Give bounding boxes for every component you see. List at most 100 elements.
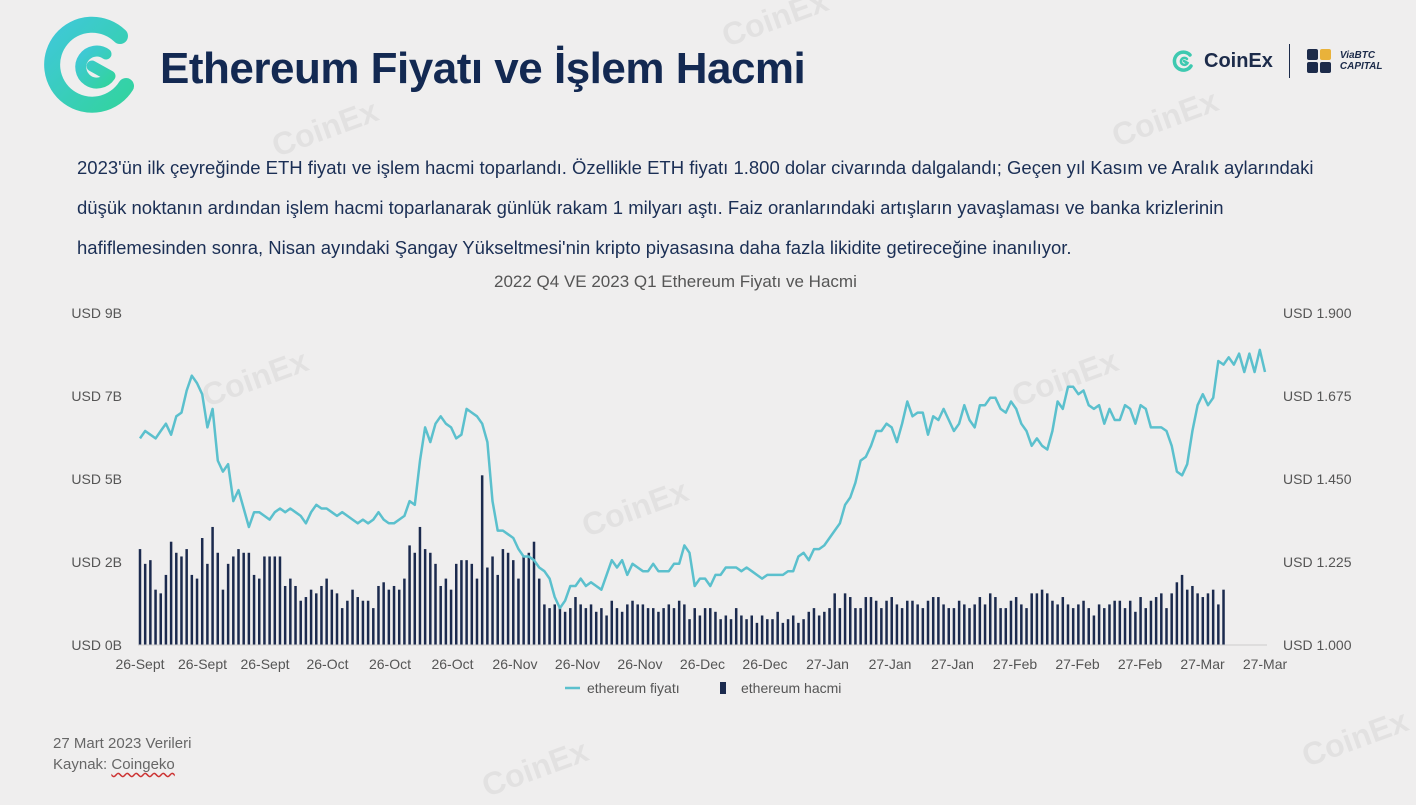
volume-bar (330, 589, 334, 645)
volume-bar (486, 567, 489, 645)
y-right-tick-label: USD 1.225 (1283, 554, 1352, 570)
x-tick-label: 26-Nov (555, 656, 600, 672)
volume-bar (807, 611, 811, 645)
volume-bar (620, 611, 624, 645)
volume-bar (688, 619, 691, 645)
legend-volume-label: ethereum hacmi (741, 680, 841, 696)
volume-bar (1061, 597, 1065, 645)
volume-bar (1113, 600, 1116, 645)
volume-bar (1149, 600, 1153, 645)
volume-bar (719, 619, 722, 645)
volume-bar (698, 615, 702, 645)
volume-bar (1217, 604, 1220, 645)
volume-bar (952, 608, 956, 645)
x-tick-label: 27-Feb (1118, 656, 1163, 672)
volume-bar (931, 597, 935, 645)
x-tick-label: 26-Oct (369, 656, 411, 672)
volume-bar (854, 608, 857, 645)
volume-bar (273, 556, 277, 645)
x-tick-label: 26-Sept (178, 656, 227, 672)
x-tick-label: 27-Mar (1243, 656, 1288, 672)
volume-bar (636, 604, 639, 645)
volume-bar (843, 593, 847, 645)
coinex-logo-icon (44, 16, 134, 113)
volume-bar (1144, 608, 1148, 645)
volume-bar (454, 563, 458, 645)
volume-bar (978, 597, 982, 645)
volume-bar (434, 563, 437, 645)
volume-bar (750, 615, 754, 645)
volume-bar (299, 600, 302, 645)
volume-bar (859, 608, 862, 645)
volume-bar (1009, 600, 1013, 645)
volume-bar (610, 600, 614, 645)
volume-bar (786, 619, 790, 645)
y-left-tick-label: USD 5B (71, 471, 122, 487)
volume-bar (1051, 600, 1054, 645)
volume-bar (1108, 604, 1111, 645)
price-line (138, 348, 1267, 610)
volume-bar (527, 552, 531, 645)
volume-bar (563, 611, 567, 645)
volume-bar (491, 556, 494, 645)
volume-bar (149, 560, 152, 645)
coinex-wordmark: CoinEx (1204, 49, 1273, 72)
volume-bar (1123, 608, 1127, 645)
volume-bar (900, 608, 904, 645)
volume-bar (449, 589, 453, 645)
volume-bar (1206, 593, 1210, 645)
volume-bar (1103, 608, 1106, 645)
volume-bar (444, 578, 448, 645)
x-tick-label: 27-Jan (806, 656, 849, 672)
volume-bar (983, 604, 987, 645)
volume-bar (880, 608, 883, 645)
volume-bar (1118, 600, 1122, 645)
footer-source-link[interactable]: Coingeko (111, 756, 175, 773)
volume-bar (361, 600, 365, 645)
volume-bar (968, 608, 971, 645)
volume-bar (304, 597, 308, 645)
volume-bar (143, 563, 147, 645)
volume-bar (1056, 604, 1059, 645)
volume-bar (221, 589, 225, 645)
volume-bar (838, 608, 842, 645)
volume-bar (377, 585, 380, 645)
volume-bar (833, 593, 836, 645)
footer-source: Kaynak: Coingeko (53, 754, 191, 775)
volume-bar (683, 604, 686, 645)
volume-bar (797, 622, 800, 645)
volume-bar (1020, 604, 1023, 645)
volume-bar (745, 619, 748, 645)
volume-bar (776, 611, 779, 645)
volume-bar (926, 600, 930, 645)
y-left-tick-label: USD 2B (71, 554, 122, 570)
volume-bar (641, 604, 645, 645)
x-tick-label: 27-Jan (869, 656, 912, 672)
volume-bar (460, 560, 463, 645)
volume-bar (963, 604, 966, 645)
volume-bar (849, 597, 852, 645)
volume-bar (340, 608, 344, 645)
volume-bar (465, 560, 468, 645)
volume-bar (537, 578, 541, 645)
volume-bar (408, 545, 411, 645)
volume-bar (237, 549, 240, 645)
volume-bar (693, 608, 696, 645)
x-tick-label: 27-Feb (993, 656, 1038, 672)
volume-bar (921, 608, 925, 645)
chart-title: 2022 Q4 VE 2023 Q1 Ethereum Fiyatı ve Ha… (494, 272, 857, 291)
volume-bar (439, 585, 442, 645)
volume-bar (812, 608, 816, 645)
volume-bar (294, 585, 297, 645)
volume-bar (579, 604, 582, 645)
volume-bar (631, 600, 634, 645)
volume-bar (1160, 593, 1163, 645)
volume-bar (1139, 597, 1142, 645)
volume-bar (325, 578, 328, 645)
viabtc-wordmark: ViaBTC CAPITAL (1340, 50, 1383, 72)
volume-bar (138, 549, 142, 645)
y-left-tick-label: USD 7B (71, 388, 122, 404)
volume-bar (185, 549, 188, 645)
volume-bar (937, 597, 940, 645)
